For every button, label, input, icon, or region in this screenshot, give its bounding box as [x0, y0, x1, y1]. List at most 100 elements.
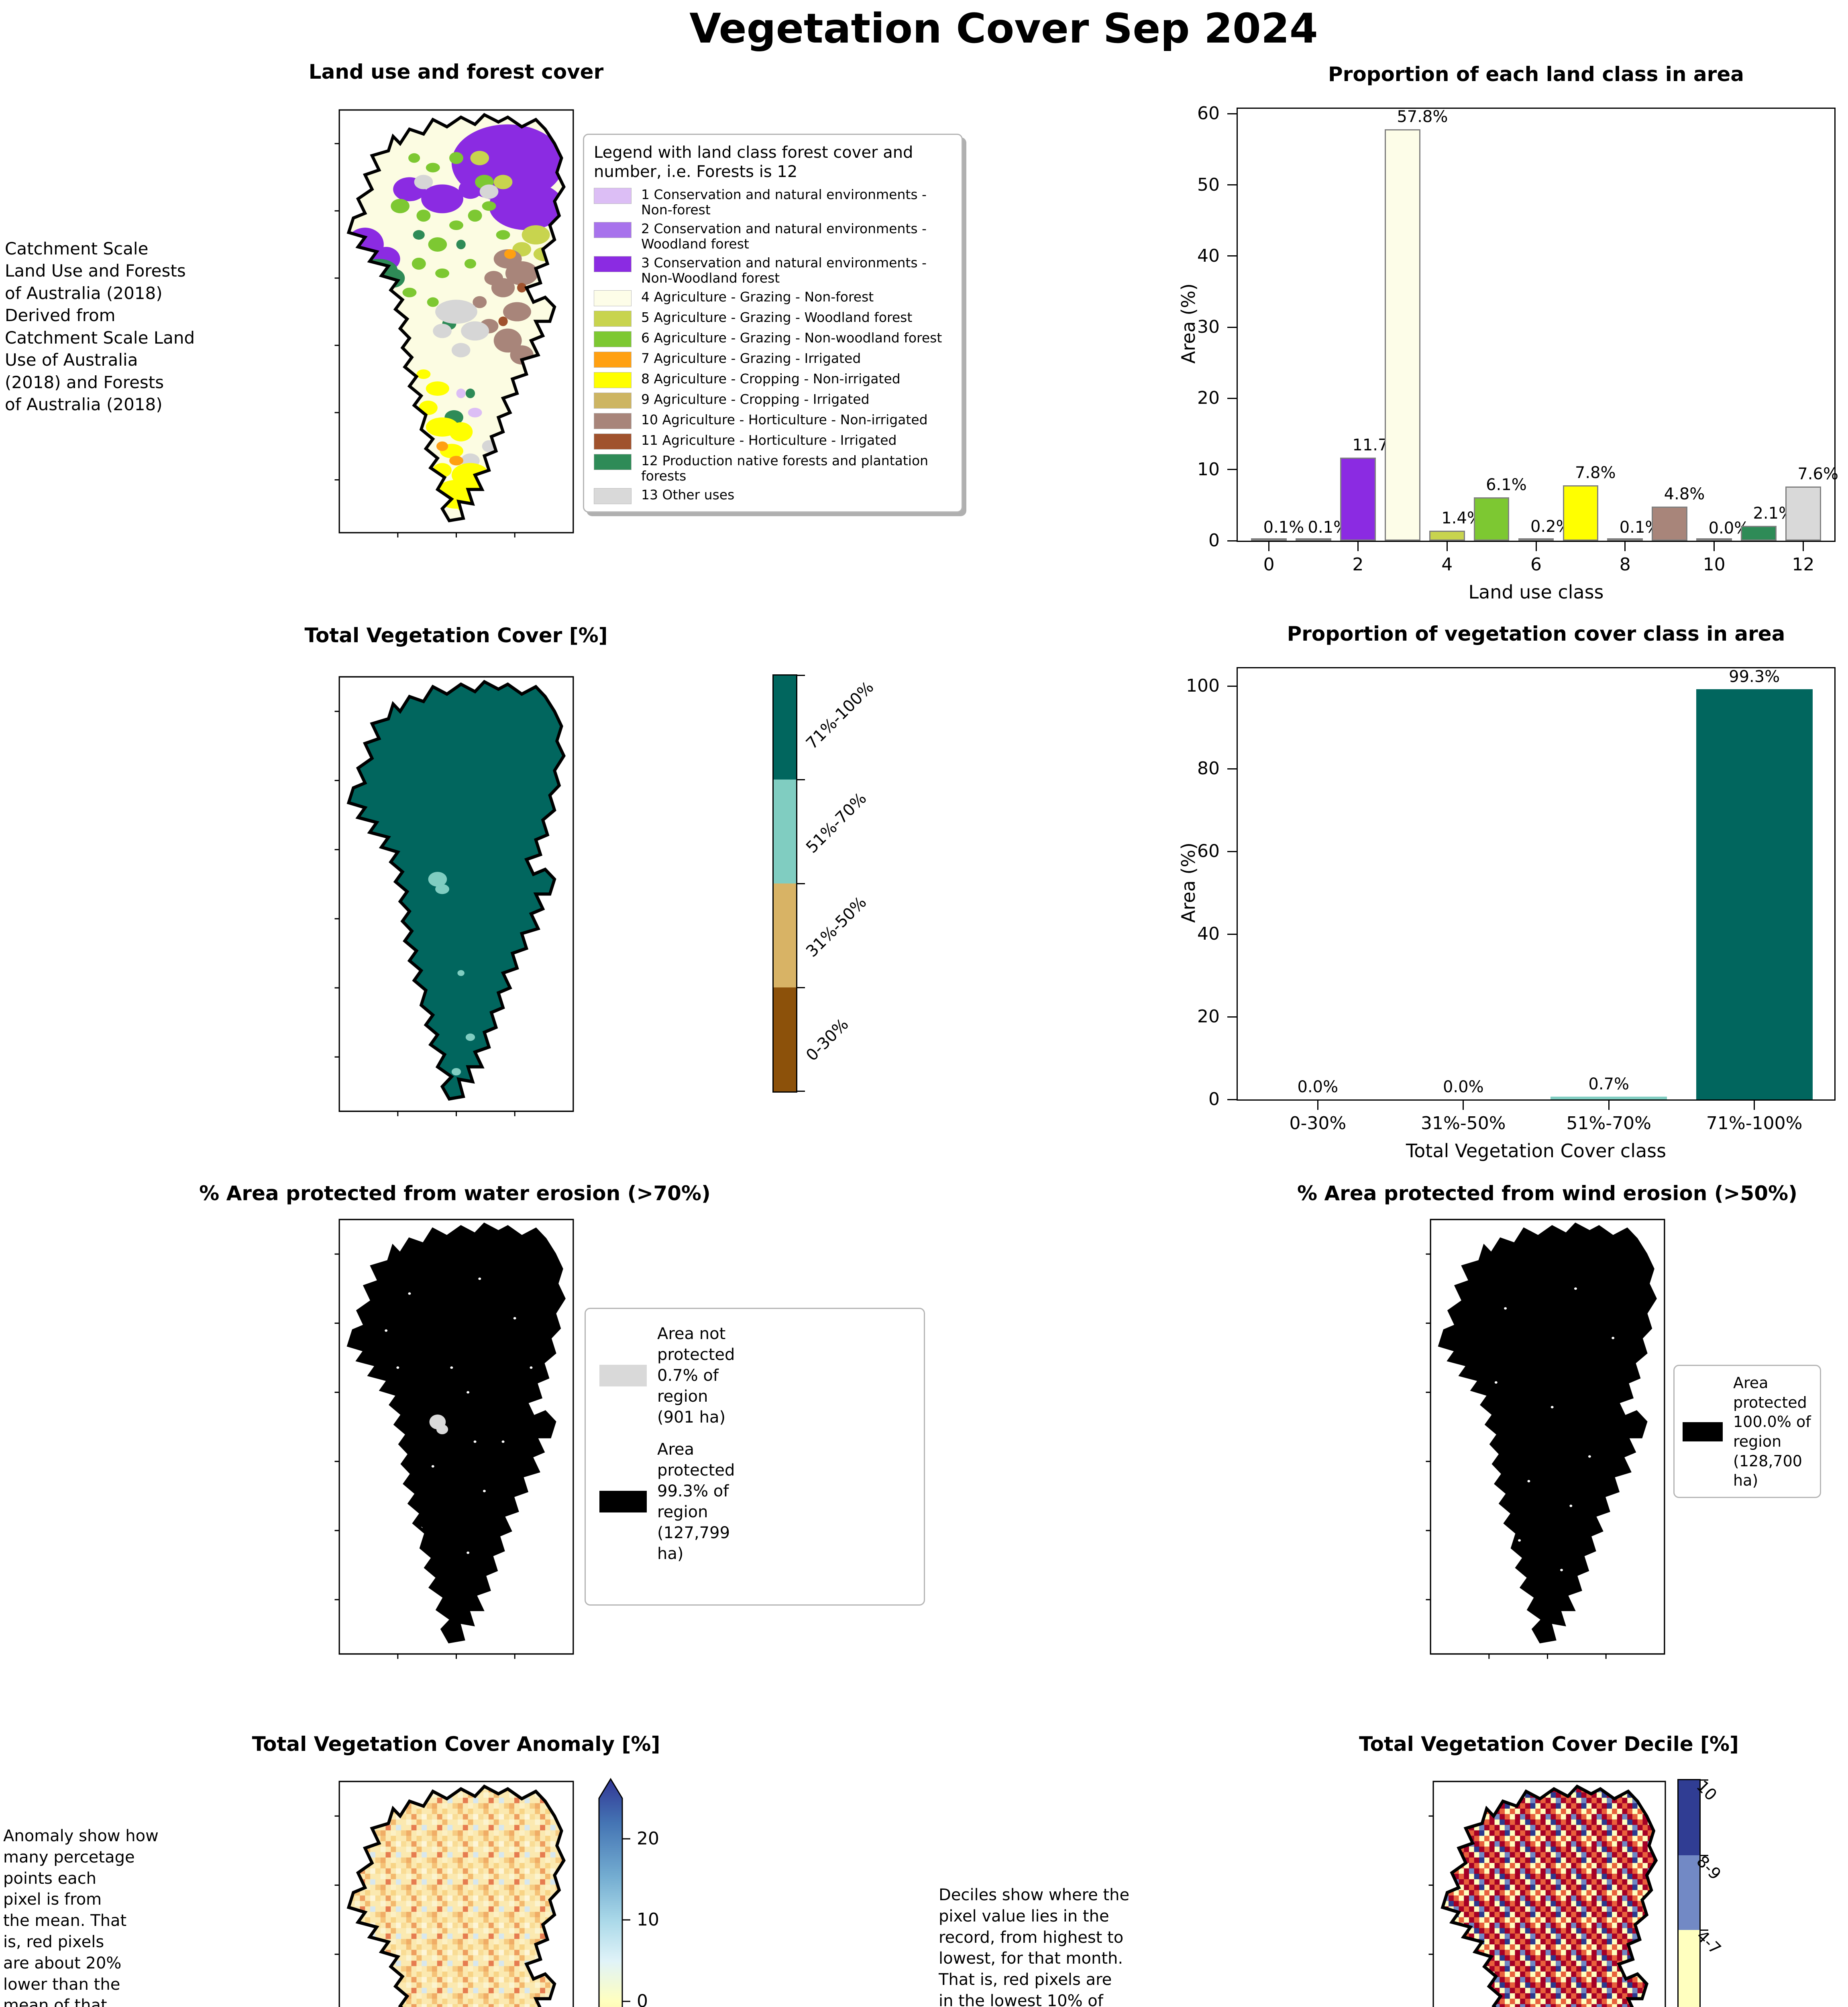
legend-swatch: [599, 1365, 647, 1386]
land-use-source-note: Catchment Scale Land Use and Forests of …: [5, 239, 195, 415]
y-tick-label: 40: [1197, 924, 1220, 944]
y-tick-label: 10: [1197, 459, 1220, 480]
legend-item: 10 Agriculture - Horticulture - Non-irri…: [594, 412, 952, 429]
colorbar-segment: [1679, 1930, 1699, 2007]
legend-label: 10 Agriculture - Horticulture - Non-irri…: [641, 411, 928, 427]
legend-item: 1 Conservation and natural environments …: [594, 187, 952, 218]
legend-item: 9 Agriculture - Cropping - Irrigated: [594, 391, 952, 409]
bar-value-label: 0.0%: [1297, 1078, 1339, 1096]
legend-swatch: [594, 413, 632, 429]
bar: [1563, 485, 1599, 541]
x-tick-label: 0-30%: [1289, 1113, 1347, 1134]
colorbar-tick-label: 20: [637, 1828, 659, 1849]
y-tick-label: 20: [1197, 388, 1220, 409]
x-tick-label: 51%-70%: [1566, 1113, 1651, 1134]
legend-item: 11 Agriculture - Horticulture - Irrigate…: [594, 432, 952, 450]
legend-swatch: [599, 1491, 647, 1512]
legend-label: 11 Agriculture - Horticulture - Irrigate…: [641, 432, 897, 448]
legend-swatch: [594, 351, 632, 368]
bar-value-label: 6.1%: [1486, 475, 1527, 494]
legend-item: 2 Conservation and natural environments …: [594, 221, 952, 252]
legend-swatch: [594, 256, 632, 272]
y-tick-label: 20: [1197, 1006, 1220, 1027]
legend-item: Area not protected 0.7% of region (901 h…: [599, 1323, 910, 1428]
legend-label: 12 Production native forests and plantat…: [641, 452, 929, 484]
bar: [1696, 538, 1732, 541]
legend-item: 7 Agriculture - Grazing - Irrigated: [594, 350, 952, 368]
x-tick-label: 8: [1619, 554, 1631, 575]
bar-value-label: 7.6%: [1797, 465, 1838, 484]
anomaly-map: [333, 1779, 579, 2007]
veg-class-chart: Proportion of vegetation cover class in …: [1178, 622, 1836, 1162]
legend-swatch: [594, 290, 632, 306]
legend-swatch: [594, 372, 632, 388]
legend-label: 5 Agriculture - Grazing - Woodland fores…: [641, 309, 913, 325]
bar: [1785, 486, 1821, 541]
legend-swatch: [594, 392, 632, 409]
bar: [1429, 531, 1465, 541]
x-tick-label: 71%-100%: [1706, 1113, 1803, 1134]
plot-area: 0.1% 0.1% 11.7% 57.8% 1.4% 6.1% 0.2% 7.8% 0.1% 4.…: [1197, 103, 1838, 575]
y-tick-label: 30: [1197, 317, 1220, 338]
decile-colorbar: 10 8-9 4-7 2-3 1: [1677, 1777, 1724, 2007]
bar-value-label: 7.8%: [1575, 463, 1616, 482]
y-tick-label: 60: [1197, 103, 1220, 124]
bar: [1296, 538, 1331, 541]
legend-label: Area not protected 0.7% of region (901 h…: [657, 1325, 735, 1427]
y-tick-label: 80: [1197, 758, 1220, 779]
legend-swatch: [594, 188, 632, 204]
bar: [1518, 538, 1554, 541]
legend-label: 8 Agriculture - Cropping - Non-irrigated: [641, 370, 901, 387]
wind-erosion-legend: Area protected 100.0% of region (128,700…: [1673, 1365, 1821, 1498]
veg-cover-title: Total Vegetation Cover [%]: [304, 624, 608, 647]
legend-swatch: [594, 488, 632, 504]
legend-label: 9 Agriculture - Cropping - Irrigated: [641, 391, 870, 407]
bar: [1652, 506, 1688, 541]
legend-item: Area protected 99.3% of region (127,799 …: [599, 1439, 910, 1564]
legend-item: 5 Agriculture - Grazing - Woodland fores…: [594, 309, 952, 327]
colorbar-tick-label: 10: [637, 1909, 659, 1930]
legend-label: 4 Agriculture - Grazing - Non-forest: [641, 289, 874, 305]
chart-title: Proportion of each land class in area: [1328, 63, 1744, 86]
wind-erosion-title: % Area protected from wind erosion (>50%…: [1297, 1182, 1798, 1205]
water-erosion-legend: Area not protected 0.7% of region (901 h…: [585, 1308, 925, 1606]
legend-label: 13 Other uses: [641, 486, 735, 503]
bar-value-label: 99.3%: [1729, 667, 1780, 686]
water-erosion-map: [333, 1217, 579, 1663]
colorbar-segment: [1679, 1855, 1699, 1930]
x-axis-label: Land use class: [1468, 581, 1604, 603]
legend-item: Area protected 100.0% of region (128,700…: [1683, 1373, 1812, 1490]
legend-swatch: [594, 433, 632, 450]
land-class-legend: Legend with land class forest cover and …: [583, 134, 963, 513]
legend-label: 1 Conservation and natural environments …: [641, 187, 927, 218]
colorbar-label: 0-30%: [803, 1015, 852, 1065]
wind-erosion-map: [1424, 1217, 1671, 1663]
colorbar-segment: [1679, 1780, 1699, 1855]
legend-swatch: [594, 222, 632, 238]
veg-cover-map: [333, 674, 579, 1120]
legend-item: 8 Agriculture - Cropping - Non-irrigated: [594, 371, 952, 388]
bar: [1340, 457, 1376, 541]
bar: [1696, 689, 1813, 1099]
x-tick-label: 31%-50%: [1421, 1113, 1506, 1134]
legend-label: 2 Conservation and natural environments …: [641, 220, 927, 252]
bar: [1473, 497, 1510, 541]
x-axis-label: Total Vegetation Cover class: [1406, 1140, 1667, 1162]
legend-item: 12 Production native forests and plantat…: [594, 453, 952, 484]
anomaly-title: Total Vegetation Cover Anomaly [%]: [252, 1732, 660, 1756]
x-tick-label: 2: [1352, 554, 1364, 575]
x-tick-label: 12: [1792, 554, 1815, 575]
anomaly-note: Anomaly show how many percetage points e…: [3, 1827, 159, 2007]
colorbar-label: 71%-100%: [803, 678, 878, 753]
land-legend-items: 1 Conservation and natural environments …: [594, 187, 952, 504]
legend-item: 4 Agriculture - Grazing - Non-forest: [594, 289, 952, 306]
legend-item: 6 Agriculture - Grazing - Non-woodland f…: [594, 330, 952, 347]
y-tick-label: 0: [1208, 530, 1220, 551]
colorbar-label: 31%-50%: [803, 893, 870, 961]
x-tick-label: 4: [1441, 554, 1453, 575]
colorbar-segment: [774, 883, 796, 987]
bar-value-label: 0.7%: [1588, 1075, 1630, 1093]
y-tick-label: 0: [1208, 1089, 1220, 1109]
colorbar-label: 51%-70%: [803, 789, 870, 857]
